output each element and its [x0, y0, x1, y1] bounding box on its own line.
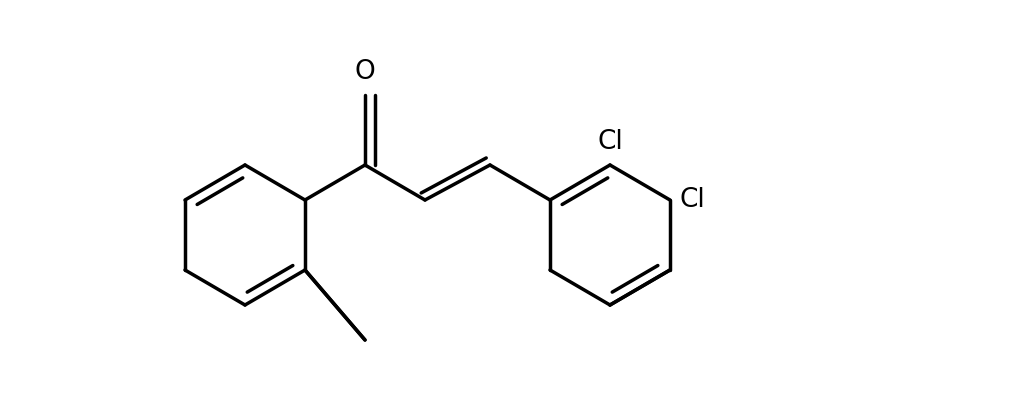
Text: Cl: Cl — [680, 187, 705, 213]
Text: O: O — [354, 59, 376, 85]
Text: Cl: Cl — [598, 129, 623, 155]
